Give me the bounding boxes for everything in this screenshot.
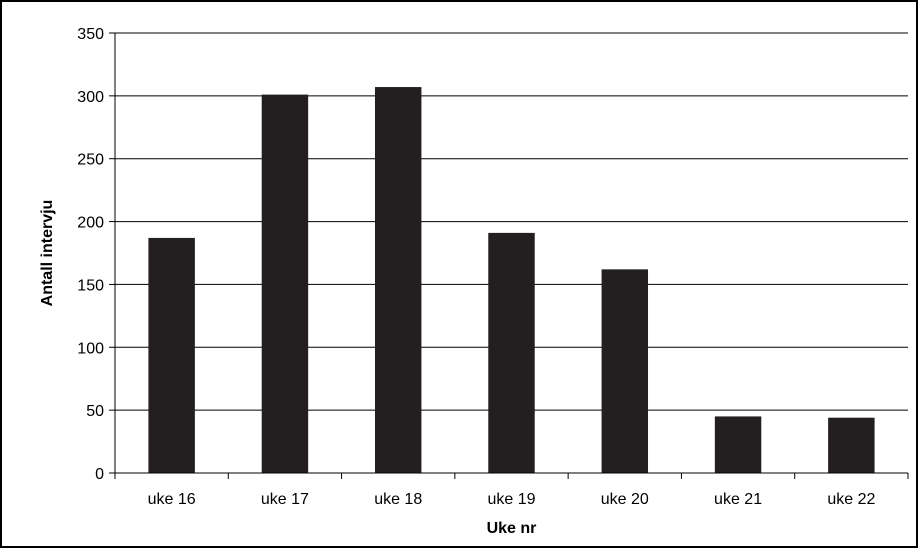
gridlines (115, 32, 908, 411)
bar-uke-19 (488, 232, 535, 473)
bar-uke-17 (261, 94, 309, 473)
x-tick-label-uke-22: uke 22 (827, 491, 875, 508)
bar-uke-21 (714, 416, 762, 473)
x-tick-label-uke-16: uke 16 (148, 491, 196, 508)
y-tick-label-150: 150 (77, 277, 104, 294)
y-tick-label-300: 300 (77, 89, 104, 106)
bars (148, 87, 875, 474)
x-tick-label-uke-18: uke 18 (374, 491, 422, 508)
bar-uke-16 (148, 237, 195, 473)
y-tick-label-200: 200 (77, 215, 104, 232)
y-axis-title: Antall intervju (39, 200, 56, 307)
bar-uke-20 (601, 269, 649, 473)
x-tick-label-uke-17: uke 17 (261, 491, 309, 508)
x-tick-label-uke-20: uke 20 (601, 491, 649, 508)
x-tick-label-uke-21: uke 21 (714, 491, 762, 508)
bar-uke-22 (828, 417, 875, 473)
x-axis-title: Uke nr (487, 520, 537, 537)
y-tick-label-0: 0 (95, 466, 104, 483)
bar-uke-18 (374, 87, 422, 474)
x-axis-ticks: uke 16 uke 17 uke 18 uke 19 uke 20 uke 21 uke … (114, 473, 909, 508)
y-tick-label-100: 100 (77, 340, 104, 357)
y-tick-label-350: 350 (77, 26, 104, 43)
y-tick-label-50: 50 (86, 403, 104, 420)
x-tick-label-uke-19: uke 19 (487, 491, 535, 508)
y-tick-label-250: 250 (77, 152, 104, 169)
y-axis-ticks: 0 50 100 150 200 250 300 350 (77, 26, 115, 483)
